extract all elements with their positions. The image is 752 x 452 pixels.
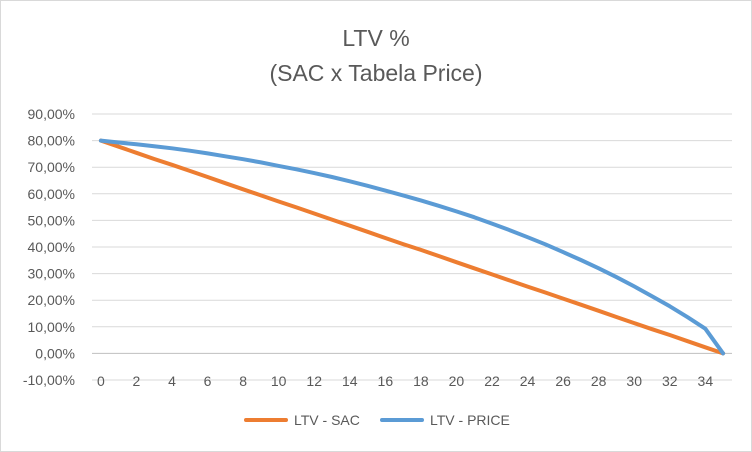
y-axis-ticks: -10,00% 0,00% 10,00% 20,00% 30,00% 40,00% 50,0…	[23, 106, 75, 388]
x-tick-label: 24	[520, 373, 536, 389]
legend-label: LTV - SAC	[294, 412, 360, 428]
x-tick-label: 22	[484, 373, 500, 389]
series-line	[98, 138, 726, 356]
y-tick-label: 70,00%	[28, 159, 75, 175]
x-tick-label: 30	[626, 373, 642, 389]
x-axis-ticks: 0 2 4 6 8 10 12 14 16 18 20 22 24 26 28 30 32 34	[97, 373, 713, 389]
y-tick-label: 40,00%	[28, 239, 75, 255]
x-tick-label: 6	[204, 373, 212, 389]
series-lines	[98, 138, 726, 356]
series-line	[98, 138, 726, 356]
y-tick-label: -10,00%	[23, 372, 75, 388]
x-tick-label: 26	[555, 373, 571, 389]
legend: LTV - SAC LTV - PRICE	[244, 412, 510, 428]
y-tick-label: 80,00%	[28, 133, 75, 149]
x-tick-label: 2	[133, 373, 141, 389]
y-tick-label: 60,00%	[28, 186, 75, 202]
x-tick-label: 12	[306, 373, 322, 389]
x-tick-label: 34	[698, 373, 714, 389]
y-tick-label: 50,00%	[28, 212, 75, 228]
chart-title: LTV %	[342, 25, 409, 51]
x-tick-label: 8	[239, 373, 247, 389]
x-tick-label: 32	[662, 373, 678, 389]
x-tick-label: 18	[413, 373, 429, 389]
x-tick-label: 0	[97, 373, 105, 389]
legend-label: LTV - PRICE	[430, 412, 510, 428]
x-tick-label: 20	[449, 373, 465, 389]
y-tick-label: 30,00%	[28, 266, 75, 282]
y-tick-label: 10,00%	[28, 319, 75, 335]
x-tick-label: 16	[378, 373, 394, 389]
x-tick-label: 10	[271, 373, 287, 389]
y-tick-label: 90,00%	[28, 106, 75, 122]
x-tick-label: 4	[168, 373, 176, 389]
x-tick-label: 28	[591, 373, 607, 389]
x-tick-label: 14	[342, 373, 358, 389]
y-tick-label: 0,00%	[35, 345, 75, 361]
y-tick-label: 20,00%	[28, 292, 75, 308]
chart-subtitle: (SAC x Tabela Price)	[269, 60, 482, 86]
